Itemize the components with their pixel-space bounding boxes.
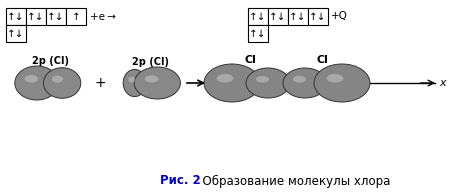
Ellipse shape — [293, 76, 306, 83]
Text: 2p (Cl): 2p (Cl) — [132, 57, 169, 67]
Text: ↑↓: ↑↓ — [249, 29, 267, 38]
Text: Cl: Cl — [244, 55, 256, 65]
Text: ↑↓: ↑↓ — [7, 29, 25, 38]
Bar — [288, 8, 308, 25]
Ellipse shape — [128, 77, 135, 83]
Ellipse shape — [217, 74, 234, 83]
Text: ↑↓: ↑↓ — [47, 12, 65, 21]
Ellipse shape — [204, 64, 260, 102]
Ellipse shape — [283, 68, 327, 98]
Ellipse shape — [327, 74, 344, 83]
Bar — [308, 8, 328, 25]
Text: +Q: +Q — [331, 12, 348, 21]
Text: Рис. 2: Рис. 2 — [160, 174, 201, 188]
Bar — [248, 8, 268, 25]
Bar — [26, 8, 46, 25]
Ellipse shape — [123, 69, 146, 97]
Ellipse shape — [256, 76, 269, 83]
Ellipse shape — [25, 75, 38, 83]
Text: Cl: Cl — [316, 55, 328, 65]
Ellipse shape — [15, 66, 59, 100]
Ellipse shape — [52, 76, 63, 83]
Ellipse shape — [246, 68, 290, 98]
Text: ↑↓: ↑↓ — [7, 12, 25, 21]
Bar — [6, 25, 26, 42]
Text: ↑↓: ↑↓ — [269, 12, 287, 21]
Bar — [66, 8, 86, 25]
Text: +e →: +e → — [90, 12, 116, 21]
Bar — [268, 8, 288, 25]
Text: ↑↓: ↑↓ — [27, 12, 45, 21]
Text: ↑↓: ↑↓ — [309, 12, 327, 21]
Bar — [6, 8, 26, 25]
Text: ↑↓: ↑↓ — [289, 12, 307, 21]
Text: 2p (Cl): 2p (Cl) — [32, 56, 69, 66]
Bar — [248, 25, 268, 42]
Text: Образование молекулы хлора: Образование молекулы хлора — [195, 174, 390, 188]
Ellipse shape — [314, 64, 370, 102]
Text: +: + — [94, 76, 106, 90]
Bar — [46, 8, 66, 25]
Text: ↑: ↑ — [71, 12, 80, 21]
Text: x: x — [440, 78, 446, 88]
Text: ↑↓: ↑↓ — [249, 12, 267, 21]
Ellipse shape — [44, 68, 81, 98]
Ellipse shape — [145, 75, 158, 83]
Ellipse shape — [134, 67, 180, 99]
